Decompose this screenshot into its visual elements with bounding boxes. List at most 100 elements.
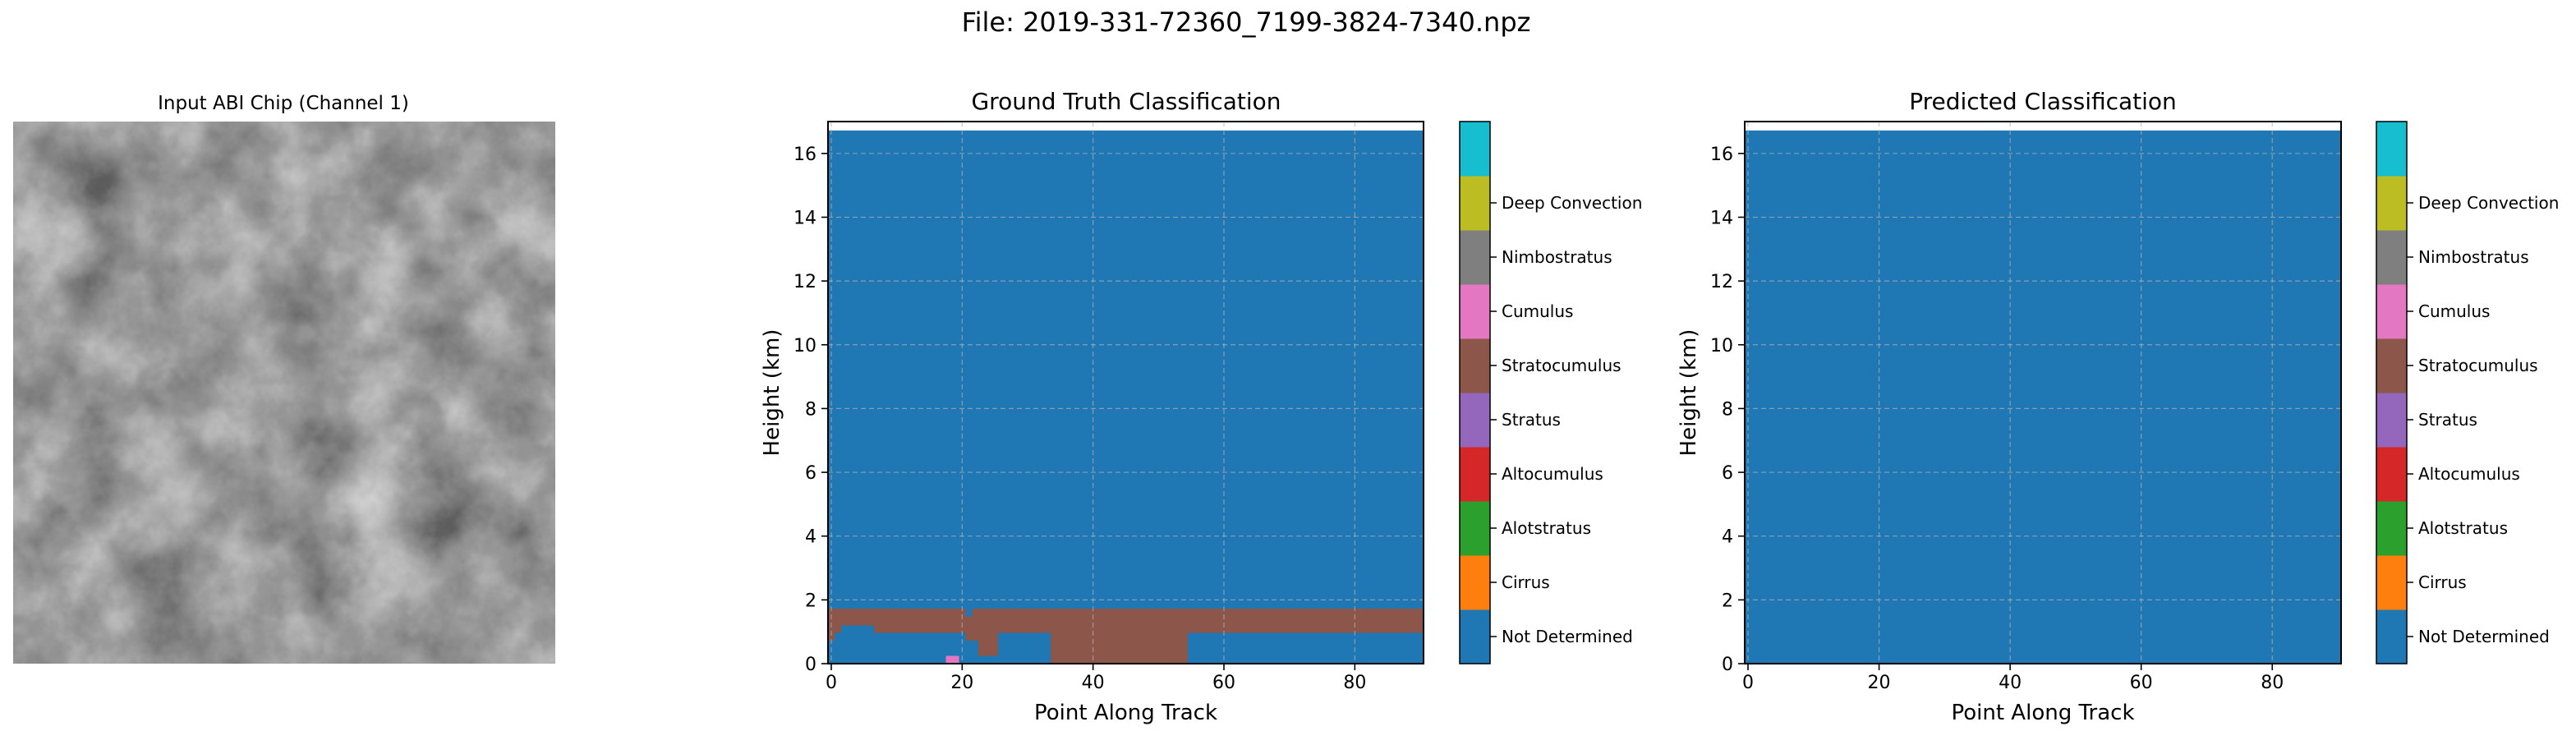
ground-truth-xtick-label: 80 <box>1343 673 1366 693</box>
ground-truth-xtick-label: 20 <box>950 673 973 693</box>
predicted-colorbar-swatch <box>2376 609 2407 664</box>
predicted-ytick-label: 16 <box>1710 145 1733 165</box>
predicted-colorbar-label: Nimbostratus <box>2418 247 2529 267</box>
ground-truth-plot-area <box>828 130 1424 664</box>
ground-truth-ytick-label: 12 <box>794 272 816 292</box>
ground-truth-cell <box>965 632 979 641</box>
ground-truth-xtick-label: 60 <box>1212 673 1235 693</box>
predicted-colorbar-label: Deep Convection <box>2418 193 2559 213</box>
predicted-background-cells <box>1745 130 2341 664</box>
ground-truth-ylabel: Height (km) <box>760 329 784 457</box>
predicted-colorbar-swatch <box>2376 393 2407 448</box>
predicted-colorbar-swatch <box>2376 501 2407 556</box>
predicted-colorbar-label: Alotstratus <box>2418 518 2508 538</box>
ground-truth-colorbar-swatch <box>1460 555 1490 610</box>
predicted-grid <box>1745 122 2341 664</box>
ground-truth-colorbar-label: Deep Convection <box>1502 193 1642 213</box>
predicted-colorbar-frame <box>2376 121 2408 664</box>
ground-truth-colorbar-label: Stratus <box>1502 410 1561 430</box>
predicted-xlabel: Point Along Track <box>1951 701 2134 725</box>
ground-truth-cell <box>1050 632 1189 664</box>
ground-truth-colorbar-frame <box>1459 121 1491 664</box>
ground-truth-ytick-label: 4 <box>805 527 816 548</box>
predicted-colorbar-label: Not Determined <box>2418 627 2550 646</box>
predicted-ytick-label: 8 <box>1722 399 1733 420</box>
ground-truth-cell <box>828 632 835 641</box>
ground-truth-colorbar-swatch <box>1460 284 1490 339</box>
predicted-plot-area <box>1745 130 2341 664</box>
predicted-colorbar-swatch <box>2376 122 2407 177</box>
predicted-colorbar-label: Altocumulus <box>2418 464 2520 484</box>
ground-truth-colorbar: Not Determined Cirrus Alotstratus Altocumul… <box>1459 121 1642 664</box>
predicted-ytick-label: 6 <box>1722 463 1733 484</box>
ground-truth-colorbar-label: Nimbostratus <box>1502 247 1612 267</box>
ground-truth-xtick-label: 40 <box>1082 673 1105 693</box>
ground-truth-colorbar-swatch <box>1460 447 1490 502</box>
ground-truth-colorbar-label: Not Determined <box>1502 627 1633 646</box>
image-panel: Input ABI Chip (Channel 1) <box>13 93 555 664</box>
predicted-colorbar-swatch <box>2376 230 2407 285</box>
image-panel-title: Input ABI Chip (Channel 1) <box>158 93 409 114</box>
predicted-colorbar-swatch <box>2376 555 2407 610</box>
predicted-ytick-label: 10 <box>1710 336 1733 356</box>
predicted-colorbar-swatch <box>2376 284 2407 339</box>
ground-truth-colorbar-label: Altocumulus <box>1502 464 1603 484</box>
ground-truth-colorbar-swatch <box>1460 338 1490 393</box>
ground-truth-ytick-label: 10 <box>794 336 816 356</box>
ground-truth-colorbar-swatch <box>1460 176 1490 231</box>
ground-truth-title: Ground Truth Classification <box>971 88 1281 115</box>
predicted-colorbar-label: Stratocumulus <box>2418 356 2538 375</box>
predicted-colorbar-label: Stratus <box>2418 410 2477 430</box>
predicted-colorbar-swatch <box>2376 447 2407 502</box>
ground-truth-colorbar-swatch <box>1460 230 1490 285</box>
predicted-title: Predicted Classification <box>1909 88 2177 115</box>
ground-truth-background-cells <box>828 130 1424 664</box>
ground-truth-panel: Ground Truth Classification 0 20 40 60 80 0 2 4… <box>760 88 1424 725</box>
predicted-ytick-label: 14 <box>1710 208 1733 228</box>
abi-satellite-image <box>13 122 555 664</box>
predicted-panel: Predicted Classification 0 20 40 60 80 0 2 4 6 8 1… <box>1677 88 2342 725</box>
predicted-xtick-label: 20 <box>1868 673 1891 693</box>
ground-truth-cell <box>965 609 973 617</box>
ground-truth-colorbar-swatch <box>1460 501 1490 556</box>
predicted-ticks: 0 20 40 60 80 0 2 4 6 8 10 12 14 16 <box>1710 145 2284 693</box>
ground-truth-colorbar-label: Cirrus <box>1502 572 1550 592</box>
ground-truth-colorbar-swatch <box>1460 122 1490 177</box>
ground-truth-cell <box>828 609 1424 633</box>
predicted-ytick-label: 4 <box>1722 527 1733 548</box>
ground-truth-ytick-label: 16 <box>794 145 816 165</box>
ground-truth-ytick-label: 0 <box>805 655 816 675</box>
predicted-frame <box>1744 121 2342 664</box>
ground-truth-ytick-label: 2 <box>805 591 816 611</box>
ground-truth-ytick-label: 8 <box>805 399 816 420</box>
ground-truth-frame <box>827 121 1424 664</box>
ground-truth-cell <box>840 625 874 633</box>
ground-truth-ticks: 0 20 40 60 80 0 2 4 6 8 10 12 14 16 <box>794 145 1366 693</box>
predicted-colorbar-label: Cumulus <box>2418 301 2490 321</box>
ground-truth-colorbar-label: Alotstratus <box>1502 518 1591 538</box>
ground-truth-colorbar-swatch <box>1460 609 1490 664</box>
ground-truth-cell <box>945 655 959 664</box>
predicted-xtick-label: 0 <box>1742 673 1754 693</box>
predicted-colorbar: Not Determined Cirrus Alotstratus Altocumul… <box>2376 121 2559 664</box>
predicted-colorbar-swatch <box>2376 176 2407 231</box>
predicted-ytick-label: 0 <box>1722 655 1733 675</box>
ground-truth-colorbar-swatch <box>1460 393 1490 448</box>
predicted-xtick-label: 80 <box>2261 673 2284 693</box>
ground-truth-ytick-label: 6 <box>805 463 816 484</box>
predicted-ytick-label: 2 <box>1722 591 1733 611</box>
predicted-colorbar-swatch <box>2376 338 2407 393</box>
ground-truth-xtick-label: 0 <box>826 673 837 693</box>
ground-truth-xlabel: Point Along Track <box>1034 701 1217 725</box>
predicted-ylabel: Height (km) <box>1677 329 1701 457</box>
ground-truth-cell <box>978 632 999 656</box>
predicted-ytick-label: 12 <box>1710 272 1733 292</box>
predicted-xtick-label: 40 <box>1999 673 2022 693</box>
predicted-xtick-label: 60 <box>2130 673 2153 693</box>
ground-truth-colorbar-label: Cumulus <box>1502 301 1573 321</box>
ground-truth-colorbar-label: Stratocumulus <box>1502 356 1622 375</box>
figure-suptitle: File: 2019-331-72360_7199-3824-7340.npz <box>962 7 1531 38</box>
ground-truth-ytick-label: 14 <box>794 208 816 228</box>
predicted-colorbar-label: Cirrus <box>2418 572 2467 592</box>
